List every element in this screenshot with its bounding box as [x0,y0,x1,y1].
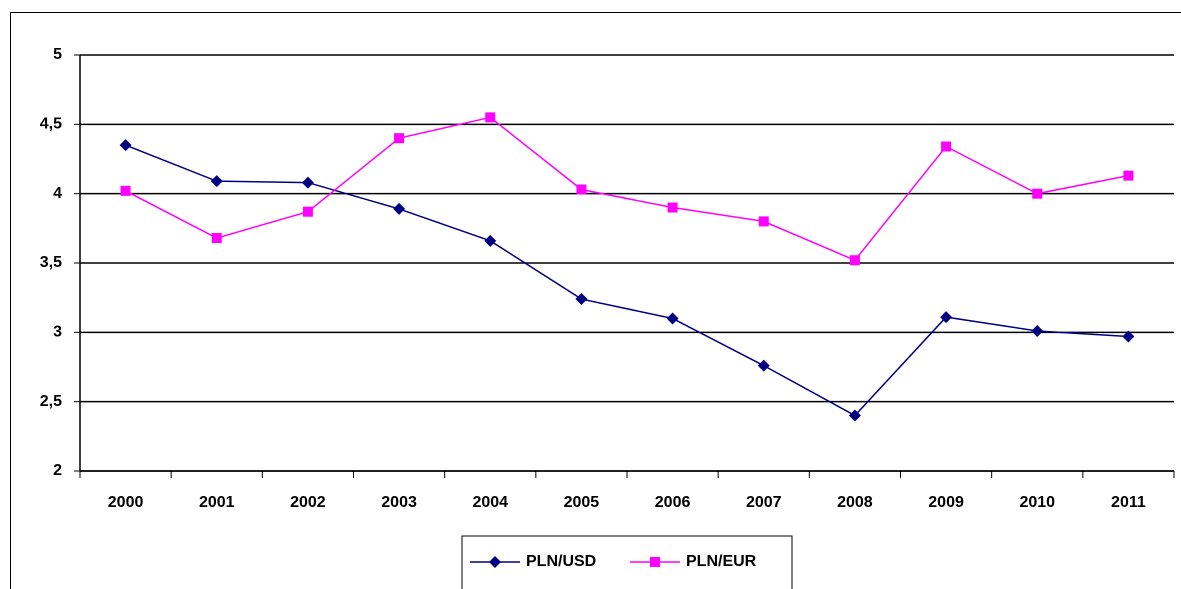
data-point [848,409,861,422]
y-tick-label: 2 [53,462,62,479]
data-point [484,234,497,247]
data-point [1123,170,1134,181]
x-tick-label: 2004 [472,494,508,511]
data-point [393,202,406,215]
x-tick-label: 2009 [928,494,964,511]
data-point [575,293,588,306]
y-tick-label: 4,5 [40,116,62,133]
data-point [1122,330,1135,343]
x-tick-label: 2007 [746,494,782,511]
x-tick-label: 2011 [1111,494,1146,511]
data-point [667,202,678,213]
x-tick-label: 2001 [199,494,235,511]
legend-label: PLN/USD [526,553,596,570]
x-tick-label: 2006 [655,494,691,511]
data-point [119,139,132,152]
data-point [394,133,405,144]
legend-marker [489,556,501,568]
legend-marker [650,557,660,567]
x-tick-label: 2005 [564,494,600,511]
y-tick-label: 3 [53,324,62,341]
series-line [125,144,1129,417]
legend-label: PLN/EUR [686,553,757,570]
x-tick-label: 2010 [1019,494,1055,511]
y-tick-label: 5 [53,46,62,63]
data-point [211,233,222,244]
data-point [302,206,313,217]
series-line [125,116,1129,262]
x-tick-label: 2000 [108,494,144,511]
data-point [1031,324,1044,337]
data-point [940,311,953,324]
x-tick-label: 2008 [837,494,873,511]
data-point [210,175,223,188]
data-point [666,312,679,325]
chart-border [10,12,1181,589]
x-tick-label: 2002 [290,494,326,511]
y-tick-label: 2,5 [40,393,62,410]
data-point [849,255,860,266]
data-point [576,184,587,195]
x-tick-label: 2003 [381,494,417,511]
data-point [301,176,314,189]
data-point [758,216,769,227]
y-tick-label: 4 [53,185,62,202]
data-point [485,112,496,123]
data-point [1032,188,1043,199]
data-point [941,141,952,152]
data-point [120,185,131,196]
data-point [757,359,770,372]
y-tick-label: 3,5 [40,254,62,271]
